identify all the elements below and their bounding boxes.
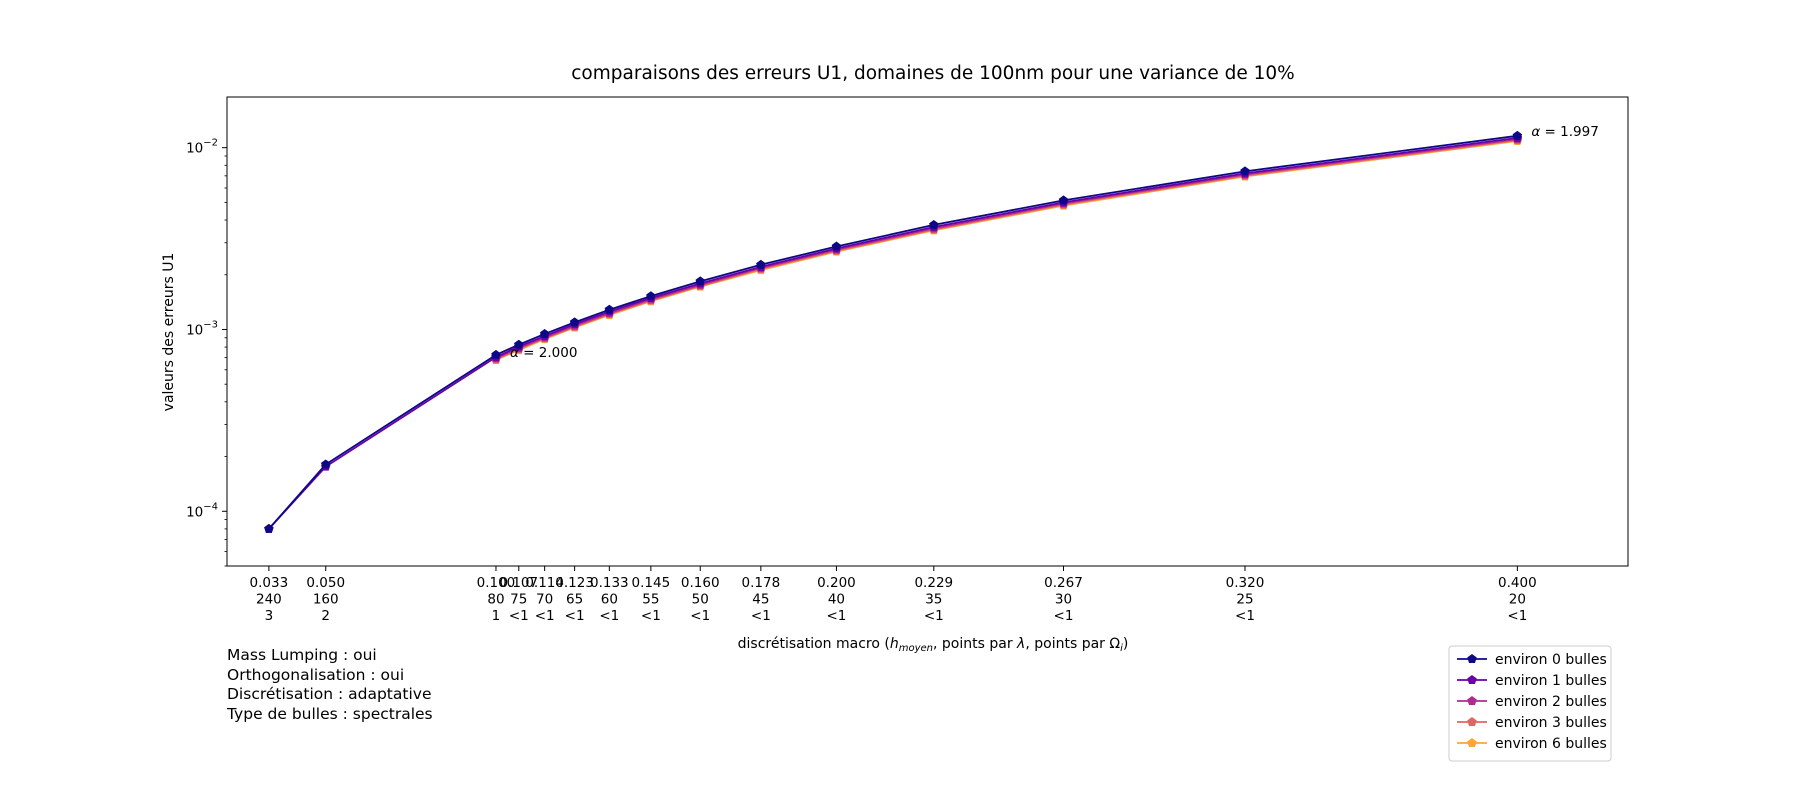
legend-frame [1448,645,1612,762]
x-tick-label: 0.133 [590,575,629,591]
x-tick-label: 0.033 [250,575,289,591]
x-tick-label: 30 [1055,592,1072,608]
x-tick-label: 0.123 [555,575,594,591]
x-tick-label: 35 [925,592,942,608]
legend-swatch-marker [1467,653,1477,664]
x-tick-label: 0.114 [525,575,564,591]
x-tick-label: 0.050 [306,575,345,591]
x-tick-label: <1 [751,608,771,624]
x-tick-label: <1 [690,608,710,624]
x-axis-label-start: discrétisation macro ( [738,636,890,652]
parameter-notes: Mass Lumping : oui Orthogonalisation : o… [227,646,433,724]
data-point [604,304,615,314]
x-tick-label: <1 [924,608,944,624]
x-tick-label: <1 [1507,608,1527,624]
legend: environ 0 bulles environ 1 bulles environ … [1448,645,1612,762]
x-tick-label: 40 [828,592,845,608]
x-tick-label: 0.267 [1044,575,1083,591]
x-tick-label: <1 [1054,608,1074,624]
legend-swatch-marker [1467,695,1477,706]
note-bubble-type: Type de bulles : spectrales [227,704,433,723]
x-axis-label-mid2: , points par [1025,636,1109,652]
y-axis-label: valeurs des erreurs U1 [161,253,177,412]
x-axis-label-sub: moyen [899,643,933,654]
legend-label: environ 1 bulles [1495,673,1607,689]
x-tick-label: <1 [641,608,661,624]
legend-label: environ 2 bulles [1495,694,1607,710]
legend-label: environ 3 bulles [1495,715,1607,731]
x-axis-label-end: ) [1123,636,1128,652]
x-tick-label: 0.229 [914,575,953,591]
x-tick-label: 0.200 [817,575,856,591]
x-tick-label: 25 [1236,592,1253,608]
legend-swatch-marker [1467,716,1477,727]
data-point [929,219,939,229]
x-tick-label: 0.145 [632,575,671,591]
x-tick-label: 50 [692,592,709,608]
x-axis-label-lambda: λ [1016,636,1025,652]
x-tick-label: 0.178 [742,575,781,591]
x-tick-label: 240 [256,592,282,608]
slope-annotation: α = 2.000 [510,345,577,361]
chart-title: comparaisons des erreurs U1, domaines de… [571,63,1294,84]
x-tick-label: 70 [536,592,553,608]
legend-swatch-marker [1467,674,1477,685]
x-tick-label: 3 [265,608,274,624]
y-tick-label: 10−2 [186,138,218,157]
x-tick-label: 20 [1509,592,1526,608]
x-tick-label: <1 [509,608,529,624]
legend-label: environ 0 bulles [1495,652,1607,668]
note-discretisation: Discrétisation : adaptative [227,685,432,703]
legend-swatch-marker [1467,737,1477,748]
note-orthogonalisation: Orthogonalisation : oui [227,665,405,684]
x-axis-label-mid: , points par [933,636,1017,652]
x-tick-label: <1 [1235,608,1255,624]
data-point [1512,130,1523,140]
x-tick-label: 2 [321,608,330,624]
x-tick-label: 80 [487,592,504,608]
plot-frame [226,96,1629,567]
y-tick-label: 10−4 [186,501,218,520]
note-mass-lumping: Mass Lumping : oui [227,646,377,664]
x-tick-label: 60 [601,592,618,608]
x-tick-label: <1 [535,608,555,624]
x-tick-label: 0.100 [477,575,516,591]
x-axis-label-var: h [890,636,899,652]
x-tick-label: 0.320 [1226,575,1265,591]
x-axis-label: discrétisation macro (hmoyen, points par… [738,636,1129,654]
x-tick-label: 45 [752,592,769,608]
x-tick-label: 75 [510,592,527,608]
x-tick-label: <1 [565,608,585,624]
y-tick-label: 10−3 [186,319,218,338]
x-tick-label: <1 [826,608,846,624]
x-tick-label: <1 [599,608,619,624]
x-tick-label: 55 [642,592,659,608]
data-point [1240,166,1250,176]
x-tick-label: 0.160 [681,575,720,591]
legend-label: environ 6 bulles [1495,736,1607,752]
x-tick-label: 65 [566,592,583,608]
x-tick-label: 0.107 [499,575,538,591]
slope-annotation: α = 1.997 [1531,124,1598,140]
x-tick-label: 1 [492,608,501,624]
x-axis-label-omega-sub: i [1120,643,1123,654]
x-axis-label-omega: Ω [1109,636,1120,652]
x-tick-label: 160 [313,592,339,608]
data-point [646,291,656,301]
x-tick-label: 0.400 [1498,575,1537,591]
fit-line [268,135,1518,530]
